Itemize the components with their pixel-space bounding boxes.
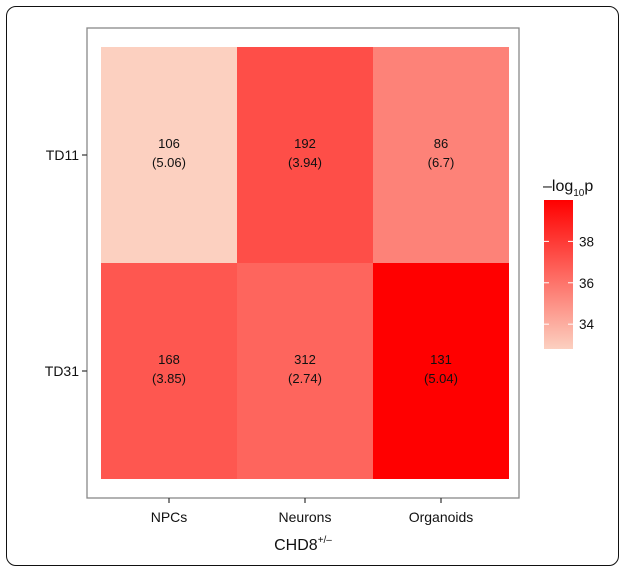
cell-count-label: 131 xyxy=(430,352,452,367)
cell-value-label: (2.74) xyxy=(288,371,322,386)
cell-value-label: (5.04) xyxy=(424,371,458,386)
heatmap-cell: 86 (6.7) xyxy=(373,47,509,263)
x-tick-label: Organoids xyxy=(409,509,474,525)
heatmap-cell-fill xyxy=(373,47,509,263)
heatmap-cell-fill xyxy=(101,263,237,479)
cell-value-label: (6.7) xyxy=(428,155,455,170)
legend-colorbar xyxy=(544,200,573,349)
cell-count-label: 106 xyxy=(158,136,180,151)
heatmap-cell-fill xyxy=(237,47,373,263)
cell-count-label: 192 xyxy=(294,136,316,151)
cell-count-label: 312 xyxy=(294,352,316,367)
x-tick-label: Neurons xyxy=(279,509,332,525)
legend: –log10p 34 36 38 xyxy=(543,178,595,349)
heatmap-cell: 192 (3.94) xyxy=(237,47,373,263)
cell-value-label: (3.85) xyxy=(152,371,186,386)
x-axis-title: CHD8+/– xyxy=(274,535,332,554)
legend-title: –log10p xyxy=(543,178,593,199)
x-axis-title-superscript: +/– xyxy=(318,535,333,546)
heatmap-cell: 131 (5.04) xyxy=(373,263,509,479)
legend-tick-label: 38 xyxy=(579,234,594,249)
cell-value-label: (3.94) xyxy=(288,155,322,170)
y-tick-label: TD31 xyxy=(45,363,79,379)
heatmap-cell-fill xyxy=(101,47,237,263)
heatmap-cell: 168 (3.85) xyxy=(101,263,237,479)
legend-tick-label: 36 xyxy=(579,276,594,291)
heatmap-cell: 312 (2.74) xyxy=(237,263,373,479)
panel-border xyxy=(86,27,520,499)
heatmap-cell: 106 (5.06) xyxy=(101,47,237,263)
heatmap-cell-fill xyxy=(237,263,373,479)
cell-value-label: (5.06) xyxy=(152,155,186,170)
cell-count-label: 86 xyxy=(434,136,448,151)
legend-tick-label: 34 xyxy=(579,317,595,332)
x-tick-label: NPCs xyxy=(151,509,188,525)
y-tick-label: TD11 xyxy=(46,147,79,163)
legend-title-subscript: 10 xyxy=(573,188,585,199)
heatmap-cell-fill xyxy=(373,263,509,479)
cell-count-label: 168 xyxy=(158,352,180,367)
